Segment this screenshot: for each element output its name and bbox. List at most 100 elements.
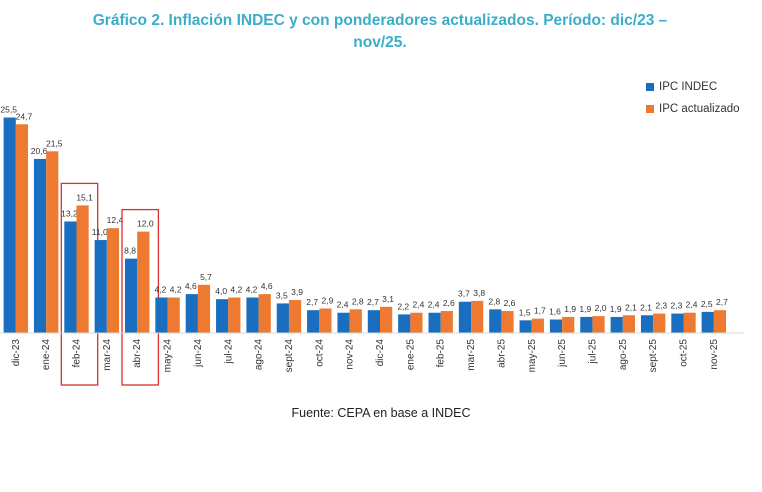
data-label-indec-jun-24: 4,6 — [185, 281, 197, 291]
bar-actualizado-ene-25 — [410, 312, 423, 333]
data-label-indec-oct-25: 2,3 — [670, 301, 682, 311]
data-label-indec-ago-24: 4,2 — [246, 285, 258, 295]
legend-swatch-indec — [646, 83, 654, 91]
bar-actualizado-mar-25 — [471, 300, 484, 333]
legend-swatch-actualizado — [646, 105, 654, 113]
data-label-indec-may-24: 4,2 — [155, 285, 167, 295]
bar-indec-dic-23 — [3, 117, 16, 334]
data-label-actualizado-ago-24: 4,6 — [261, 281, 273, 291]
bar-actualizado-ene-24 — [46, 151, 59, 333]
x-tick-label-nov-24: nov-24 — [345, 339, 356, 370]
source-note: Fuente: CEPA en base a INDEC — [291, 406, 471, 420]
data-label-indec-sept-25: 2,1 — [640, 302, 652, 312]
bar-indec-ene-24 — [33, 158, 47, 333]
chart-title: Gráfico 2. Inflación INDEC y con pondera… — [60, 10, 700, 54]
bar-actualizado-abr-25 — [501, 311, 514, 333]
bar-indec-jul-24 — [216, 299, 229, 333]
data-label-actualizado-ago-25: 2,1 — [625, 302, 637, 312]
chart-title-line-2: nov/25. — [353, 34, 407, 51]
x-tick-label-jul-25: jul-25 — [587, 339, 598, 365]
legend: IPC INDEC IPC actualizado — [646, 76, 740, 120]
bar-indec-jul-25 — [580, 316, 593, 333]
data-label-actualizado-nov-24: 2,8 — [352, 296, 364, 306]
bar-indec-jun-25 — [549, 319, 563, 333]
data-label-indec-abr-25: 2,8 — [488, 296, 500, 306]
x-tick-label-may-24: may-24 — [163, 339, 174, 373]
data-label-actualizado-may-25: 1,7 — [534, 306, 546, 316]
bar-indec-ago-24 — [246, 297, 259, 333]
data-label-indec-ago-25: 1,9 — [610, 304, 622, 314]
data-label-indec-dic-24: 2,7 — [367, 297, 379, 307]
data-label-actualizado-jul-24: 4,2 — [230, 285, 242, 295]
data-label-actualizado-feb-25: 2,6 — [443, 298, 455, 308]
bar-indec-jun-24 — [185, 294, 198, 333]
data-label-actualizado-dic-23: 24,7 — [16, 111, 33, 121]
x-tick-label-feb-24: feb-24 — [72, 339, 83, 368]
x-tick-label-nov-25: nov-25 — [709, 339, 720, 370]
data-label-actualizado-ene-25: 2,4 — [413, 300, 425, 310]
bar-actualizado-dic-24 — [380, 306, 393, 333]
x-tick-label-dic-24: dic-24 — [375, 339, 386, 367]
bar-indec-abr-24 — [125, 258, 138, 333]
data-label-actualizado-may-24: 4,2 — [170, 285, 182, 295]
bar-actualizado-mar-24 — [106, 228, 120, 333]
data-label-actualizado-feb-24: 15,1 — [76, 192, 93, 202]
data-label-indec-nov-25: 2,5 — [701, 299, 713, 309]
bar-indec-may-25 — [519, 320, 532, 333]
bar-indec-ene-25 — [398, 314, 411, 333]
bar-actualizado-dic-23 — [15, 124, 28, 333]
data-label-indec-ene-25: 2,2 — [397, 301, 409, 311]
data-label-actualizado-sept-25: 2,3 — [655, 301, 667, 311]
x-tick-label-ago-24: ago-24 — [254, 339, 265, 371]
bar-indec-feb-24 — [64, 221, 77, 333]
x-tick-label-abr-25: abr-25 — [496, 339, 507, 368]
bar-actualizado-may-24 — [167, 297, 180, 333]
data-label-indec-dic-23: 25,5 — [0, 105, 17, 115]
bar-actualizado-oct-25 — [683, 312, 696, 333]
data-label-actualizado-mar-25: 3,8 — [473, 288, 485, 298]
bar-actualizado-nov-24 — [349, 309, 362, 333]
data-label-indec-feb-24: 13,2 — [61, 208, 78, 218]
bar-actualizado-ago-25 — [622, 315, 635, 333]
bar-actualizado-feb-24 — [76, 205, 89, 333]
legend-label-indec: IPC INDEC — [659, 81, 718, 93]
bar-indec-nov-24 — [337, 312, 350, 333]
data-label-actualizado-oct-24: 2,9 — [321, 295, 333, 305]
x-tick-label-oct-25: oct-25 — [679, 339, 690, 367]
bar-actualizado-jul-24 — [228, 297, 241, 333]
bar-chart: 25,524,7 dic-23 20,621,5 ene-24 13,2 15,1 feb-… — [0, 105, 744, 386]
data-label-actualizado-ene-24: 21,5 — [46, 138, 63, 148]
x-tick-label-sept-25: sept-25 — [648, 339, 659, 373]
bar-actualizado-may-25 — [531, 318, 544, 333]
legend-item-actualizado: IPC actualizado — [646, 98, 740, 120]
data-label-actualizado-abr-24: 12,0 — [137, 219, 154, 229]
x-tick-label-abr-24: abr-24 — [132, 339, 143, 368]
x-tick-label-mar-25: mar-25 — [466, 339, 477, 371]
x-tick-label-ene-24: ene-24 — [41, 339, 52, 371]
bar-actualizado-jun-25 — [562, 316, 575, 333]
highlight-box-abr-24 — [121, 208, 160, 386]
data-label-indec-jun-25: 1,6 — [549, 306, 561, 316]
bar-indec-mar-25 — [458, 301, 472, 333]
bar-indec-may-24 — [155, 297, 168, 333]
data-label-actualizado-jun-25: 1,9 — [564, 304, 576, 314]
data-label-indec-oct-24: 2,7 — [306, 297, 318, 307]
legend-label-actualizado: IPC actualizado — [659, 103, 740, 115]
bar-indec-oct-25 — [671, 313, 684, 333]
x-tick-label-may-25: may-25 — [527, 339, 538, 373]
data-label-actualizado-nov-25: 2,7 — [716, 297, 728, 307]
x-tick-label-dic-23: dic-23 — [11, 339, 22, 367]
bar-indec-nov-25 — [701, 311, 714, 333]
data-label-indec-sept-24: 3,5 — [276, 290, 288, 300]
data-label-indec-jul-24: 4,0 — [215, 286, 227, 296]
bar-indec-mar-24 — [94, 240, 107, 333]
x-tick-label-feb-25: feb-25 — [436, 339, 447, 368]
bar-indec-ago-25 — [610, 316, 623, 333]
data-label-actualizado-abr-25: 2,6 — [504, 298, 516, 308]
data-label-indec-may-25: 1,5 — [519, 307, 531, 317]
data-label-actualizado-oct-25: 2,4 — [686, 300, 698, 310]
legend-item-indec: IPC INDEC — [646, 76, 740, 98]
data-label-actualizado-mar-24: 12,4 — [107, 215, 124, 225]
bar-actualizado-nov-25 — [713, 310, 727, 333]
bar-actualizado-sept-24 — [288, 300, 302, 333]
